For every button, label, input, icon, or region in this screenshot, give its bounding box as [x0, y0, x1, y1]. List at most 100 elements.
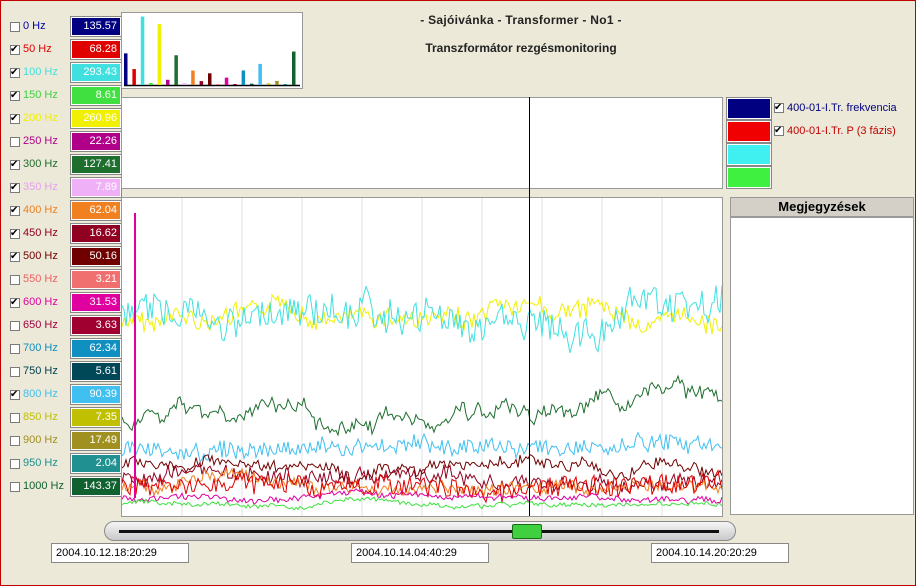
channel-value: 293.43 [70, 62, 122, 83]
spectrum-bar [140, 16, 145, 85]
channel-row: 650 Hz 3.63 [9, 315, 122, 336]
channel-value: 260.96 [70, 108, 122, 129]
trace-800hz [122, 431, 722, 463]
channel-checkbox[interactable] [10, 367, 20, 377]
legend-swatch [726, 143, 772, 166]
channel-checkbox[interactable] [10, 459, 20, 469]
channel-checkbox[interactable] [10, 183, 20, 193]
channel-label: 950 Hz [23, 457, 58, 469]
trace-300hz [122, 374, 722, 437]
spectrum-bar [233, 84, 237, 85]
channel-checkbox[interactable] [10, 45, 20, 55]
spectrum-bar [157, 24, 162, 85]
channel-checkbox[interactable] [10, 229, 20, 239]
trace-500hz [122, 454, 722, 485]
main-trend-chart[interactable] [121, 197, 723, 517]
channel-value: 31.53 [70, 292, 122, 313]
legend-label: 400-01-I.Tr. frekvencia [787, 102, 897, 114]
channel-checkbox[interactable] [10, 137, 20, 147]
channel-row: 200 Hz 260.96 [9, 108, 122, 129]
channel-checkbox[interactable] [10, 91, 20, 101]
channel-label: 550 Hz [23, 273, 58, 285]
channel-label: 600 Hz [23, 296, 58, 308]
channel-row: 700 Hz 62.34 [9, 338, 122, 359]
channel-label: 250 Hz [23, 135, 58, 147]
channel-label: 700 Hz [23, 342, 58, 354]
legend-checkbox[interactable] [774, 126, 784, 136]
spectrum-bar [149, 82, 153, 85]
channel-label: 350 Hz [23, 181, 58, 193]
channel-checkbox[interactable] [10, 206, 20, 216]
channel-value: 7.89 [70, 177, 122, 198]
channel-label: 400 Hz [23, 204, 58, 216]
channel-checkbox[interactable] [10, 114, 20, 124]
notes-area[interactable] [730, 217, 914, 515]
trace-400hz [122, 466, 722, 498]
channel-checkbox[interactable] [10, 344, 20, 354]
channel-label: 50 Hz [23, 43, 52, 55]
spectrum-bar [191, 70, 195, 85]
channel-checkbox[interactable] [10, 160, 20, 170]
upper-plot-area [121, 97, 723, 189]
date-end[interactable]: 2004.10.14.20:20:29 [651, 543, 789, 563]
slider-thumb[interactable] [512, 524, 542, 539]
spectrum-bar [250, 83, 254, 85]
channel-row: 150 Hz 8.61 [9, 85, 122, 106]
channel-row: 600 Hz 31.53 [9, 292, 122, 313]
channel-label: 200 Hz [23, 112, 58, 124]
channel-label: 800 Hz [23, 388, 58, 400]
channel-checkbox[interactable] [10, 482, 20, 492]
spectrum-bar [216, 84, 220, 85]
date-start[interactable]: 2004.10.12.18:20:29 [51, 543, 189, 563]
channel-label: 500 Hz [23, 250, 58, 262]
channel-row: 100 Hz 293.43 [9, 62, 122, 83]
channel-row: 550 Hz 3.21 [9, 269, 122, 290]
spectrum-bar [266, 83, 271, 85]
channel-label: 150 Hz [23, 89, 58, 101]
channel-checkbox[interactable] [10, 275, 20, 285]
channel-row: 1000 Hz 143.37 [9, 476, 122, 497]
spectrum-bar [275, 80, 279, 85]
channel-checkbox[interactable] [10, 252, 20, 262]
channel-checkbox[interactable] [10, 413, 20, 423]
channel-label: 650 Hz [23, 319, 58, 331]
channel-label: 0 Hz [23, 20, 46, 32]
spectrum-bar [283, 84, 288, 85]
trace-600hz [122, 488, 722, 505]
channel-label: 100 Hz [23, 66, 58, 78]
channel-row: 800 Hz 90.39 [9, 384, 122, 405]
spectrum-bar [182, 83, 187, 85]
channel-value: 3.21 [70, 269, 122, 290]
channel-label: 900 Hz [23, 434, 58, 446]
channel-checkbox[interactable] [10, 22, 20, 32]
channel-value: 68.28 [70, 39, 122, 60]
channel-value: 62.04 [70, 200, 122, 221]
channel-checkbox[interactable] [10, 436, 20, 446]
spectrum-bar [199, 81, 204, 85]
channel-row: 900 Hz 17.49 [9, 430, 122, 451]
channel-row: 500 Hz 50.16 [9, 246, 122, 267]
time-cursor[interactable] [529, 97, 530, 516]
slider-track [119, 530, 719, 533]
channel-checkbox[interactable] [10, 390, 20, 400]
channel-checkbox[interactable] [10, 68, 20, 78]
time-slider[interactable] [104, 521, 736, 541]
spectrum-bar [224, 77, 229, 85]
channel-label: 750 Hz [23, 365, 58, 377]
channel-row: 850 Hz 7.35 [9, 407, 122, 428]
channel-checkbox[interactable] [10, 298, 20, 308]
spectrum-bar [241, 70, 246, 85]
spectrum-bar [132, 69, 136, 85]
channel-checkbox[interactable] [10, 321, 20, 331]
trace-450hz [122, 460, 722, 494]
trace-100hz [122, 285, 722, 354]
channel-value: 143.37 [70, 476, 122, 497]
channel-label: 300 Hz [23, 158, 58, 170]
notes-header: Megjegyzések [730, 197, 914, 217]
page-subtitle: Transzformátor rezgésmonitoring [425, 41, 617, 55]
date-middle[interactable]: 2004.10.14.04:40:29 [351, 543, 489, 563]
legend-checkbox[interactable] [774, 103, 784, 113]
channel-row: 400 Hz 62.04 [9, 200, 122, 221]
legend-swatch [726, 120, 772, 143]
